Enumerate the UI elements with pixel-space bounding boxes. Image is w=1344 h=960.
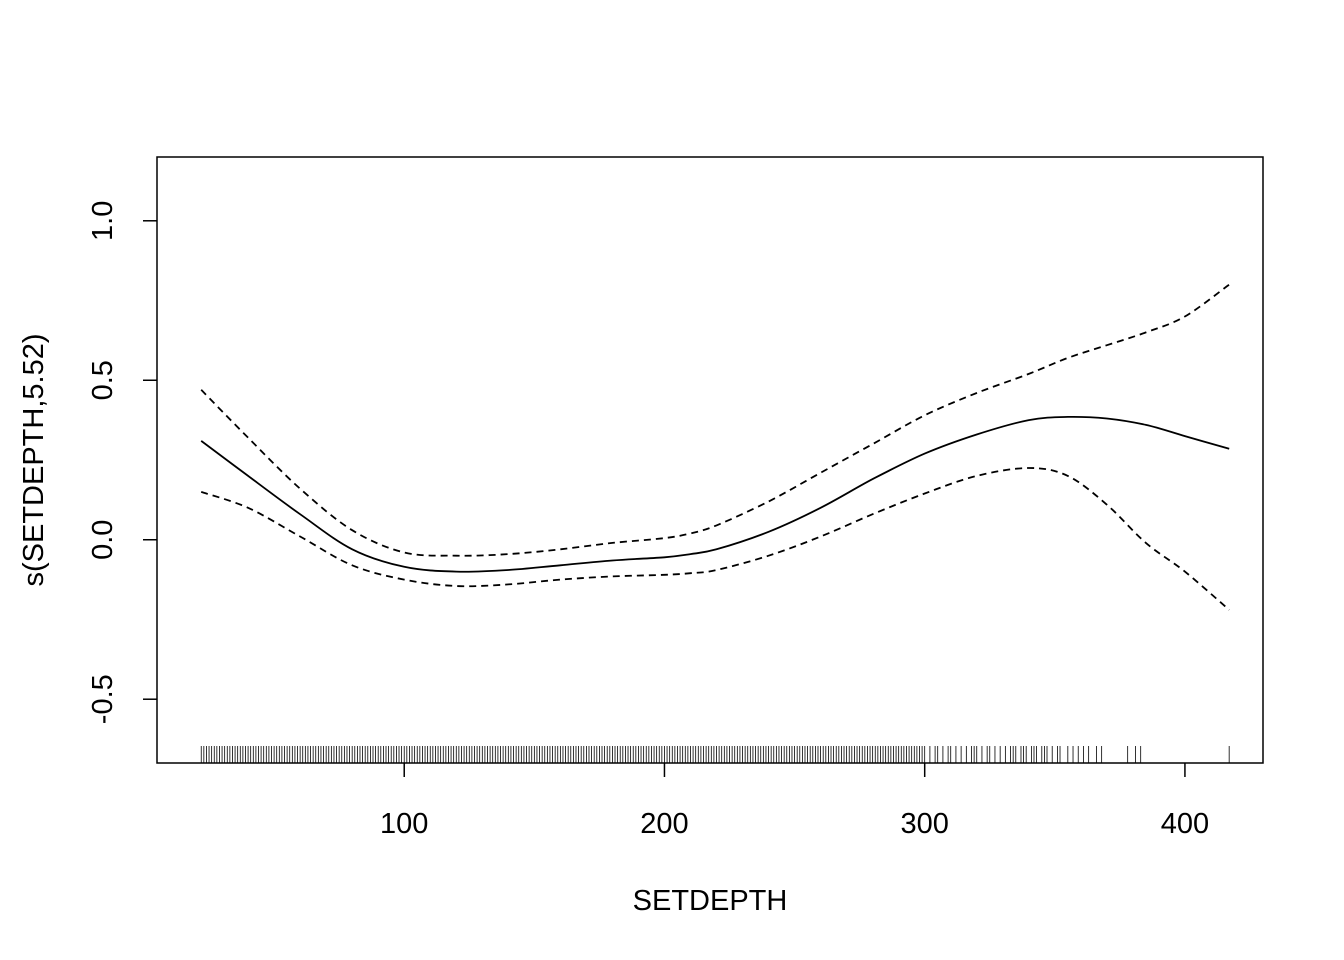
plot-frame (156, 156, 1264, 764)
x-axis-label: SETDEPTH (633, 885, 788, 917)
y-axis: -0.5 0.0 0.5 1.0 (87, 201, 157, 724)
y-tick-label: 1.0 (87, 201, 119, 241)
series-line-fit (200, 415, 1230, 573)
x-tick-label: 200 (640, 808, 688, 840)
rug-layer (200, 746, 1230, 763)
y-tick-label: 0.5 (87, 360, 119, 400)
x-tick-label: 400 (1161, 808, 1209, 840)
x-tick-label: 300 (900, 808, 948, 840)
y-tick-label: 0.0 (87, 520, 119, 560)
y-axis-label: s(SETDEPTH,5.52) (18, 334, 50, 587)
x-tick-label: 100 (380, 808, 428, 840)
series-line-lower-band (200, 467, 1230, 611)
x-axis: 100 200 300 400 (380, 763, 1209, 840)
series-layer (200, 283, 1230, 611)
y-tick-label: -0.5 (87, 674, 119, 724)
series-line-upper-band (200, 283, 1230, 557)
